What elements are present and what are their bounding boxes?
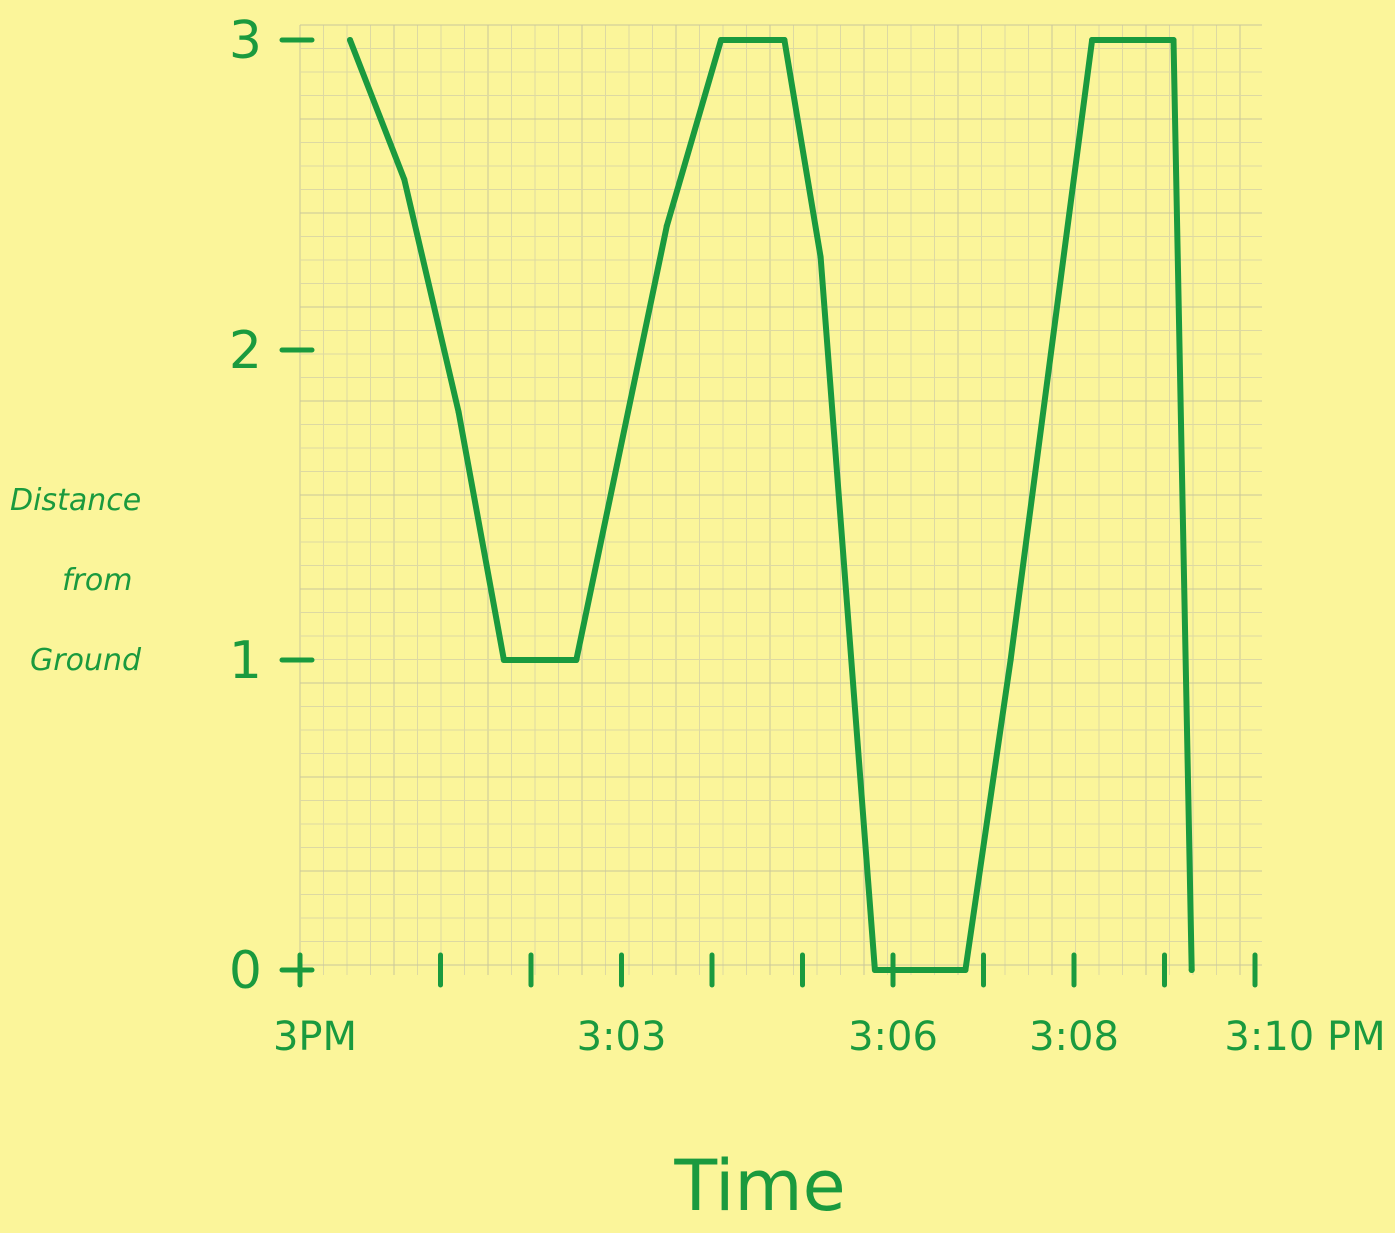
y-tick-label: 3 xyxy=(229,11,262,71)
series-layer xyxy=(347,37,1195,973)
data-point xyxy=(663,223,670,229)
data-point xyxy=(781,37,788,43)
data-point xyxy=(500,657,507,663)
data-point xyxy=(1188,967,1195,973)
grid xyxy=(299,24,1262,975)
y-tick-label: 0 xyxy=(229,941,262,1001)
data-point xyxy=(871,967,878,973)
y-axis-label-line-1: Distance xyxy=(10,483,141,518)
data-point xyxy=(1170,37,1177,43)
y-axis-label-line-3: Ground xyxy=(30,643,142,678)
x-axis-label: Time xyxy=(673,1145,845,1227)
data-point xyxy=(1089,37,1096,43)
y-tick-label: 1 xyxy=(229,631,262,691)
x-tick-label: 3:10 PM xyxy=(1224,1014,1385,1060)
y-axis-tick-labels: 0 1 2 3 xyxy=(229,11,262,1001)
data-point xyxy=(817,254,824,260)
y-axis-label-line-2: from xyxy=(62,563,132,598)
data-point xyxy=(573,657,580,663)
data-point xyxy=(962,967,969,973)
x-tick-label: 3:03 xyxy=(577,1014,667,1060)
x-tick-label: 3:06 xyxy=(848,1014,938,1060)
data-point xyxy=(718,37,725,43)
y-axis-ticks xyxy=(279,37,315,973)
x-tick-label: 3:08 xyxy=(1029,1014,1119,1060)
x-tick-label: 3PM xyxy=(273,1014,357,1060)
data-point xyxy=(455,409,462,415)
data-point xyxy=(347,37,353,43)
x-axis-tick-labels: 3PM 3:03 3:06 3:08 3:10 PM xyxy=(273,1014,1386,1060)
data-point xyxy=(401,176,408,183)
y-tick-label: 2 xyxy=(229,321,262,381)
y-axis-label: Distance from Ground xyxy=(10,483,142,678)
data-point xyxy=(1007,657,1014,663)
